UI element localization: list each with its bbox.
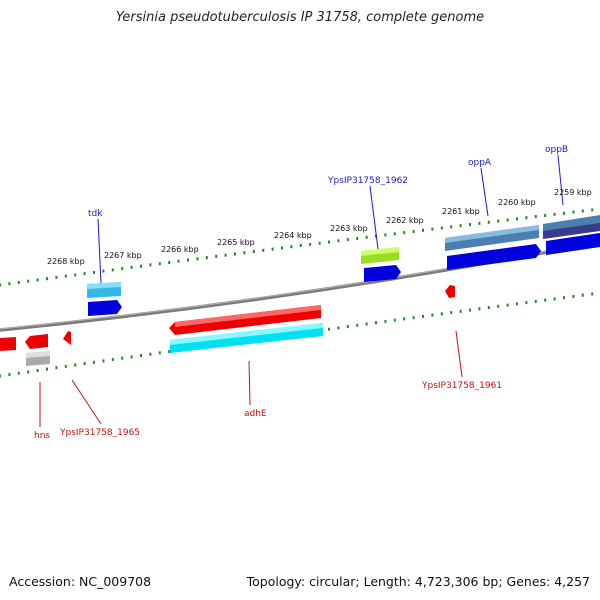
scale-label: 2268 kbp — [47, 257, 85, 266]
scale-label: 2265 kbp — [217, 238, 255, 247]
gene-label-1965: YpsIP31758_1965 — [59, 428, 140, 438]
gene-left-fragment — [0, 337, 16, 351]
scale-label: 2264 kbp — [274, 231, 312, 240]
scale-label: 2266 kbp — [161, 245, 199, 254]
forward-features — [87, 215, 600, 316]
gene-tdk-arrow — [88, 300, 122, 316]
gene-label-1961: YpsIP31758_1961 — [421, 381, 502, 391]
scale-label: 2260 kbp — [498, 198, 536, 207]
gene-1965-arrow — [63, 331, 71, 345]
gene-oppB-arrow — [546, 233, 600, 255]
scale-label: 2267 kbp — [104, 251, 142, 260]
scale-labels: 2268 kbp 2267 kbp 2266 kbp 2265 kbp 2264… — [47, 188, 592, 266]
outer-scale-ring — [0, 208, 594, 287]
gene-label-adhE: adhE — [244, 409, 267, 419]
scale-label: 2261 kbp — [442, 207, 480, 216]
gene-label-hns: hns — [34, 431, 50, 441]
gene-1962-arrow — [364, 265, 401, 282]
accession-text: Accession: NC_009708 — [9, 574, 152, 589]
reverse-features — [0, 285, 455, 366]
gene-label-oppA: oppA — [468, 158, 492, 168]
gene-labels: tdk YpsIP31758_1962 oppA oppB hns YpsIP3… — [34, 145, 568, 441]
scale-label: 2263 kbp — [330, 224, 368, 233]
map-title: Yersinia pseudotuberculosis IP 31758, co… — [115, 10, 485, 25]
scale-label: 2259 kbp — [554, 188, 592, 197]
gene-1961-arrow — [445, 285, 455, 298]
gene-label-oppB: oppB — [545, 145, 568, 155]
label-leaders — [39, 154, 564, 427]
topology-summary: Topology: circular; Length: 4,723,306 bp… — [246, 574, 590, 589]
scale-label: 2262 kbp — [386, 216, 424, 225]
gene-oppA-arrow — [447, 244, 541, 270]
gene-hns-arrow — [25, 334, 48, 349]
gene-label-tdk: tdk — [88, 209, 103, 219]
gene-label-1962: YpsIP31758_1962 — [327, 176, 408, 186]
